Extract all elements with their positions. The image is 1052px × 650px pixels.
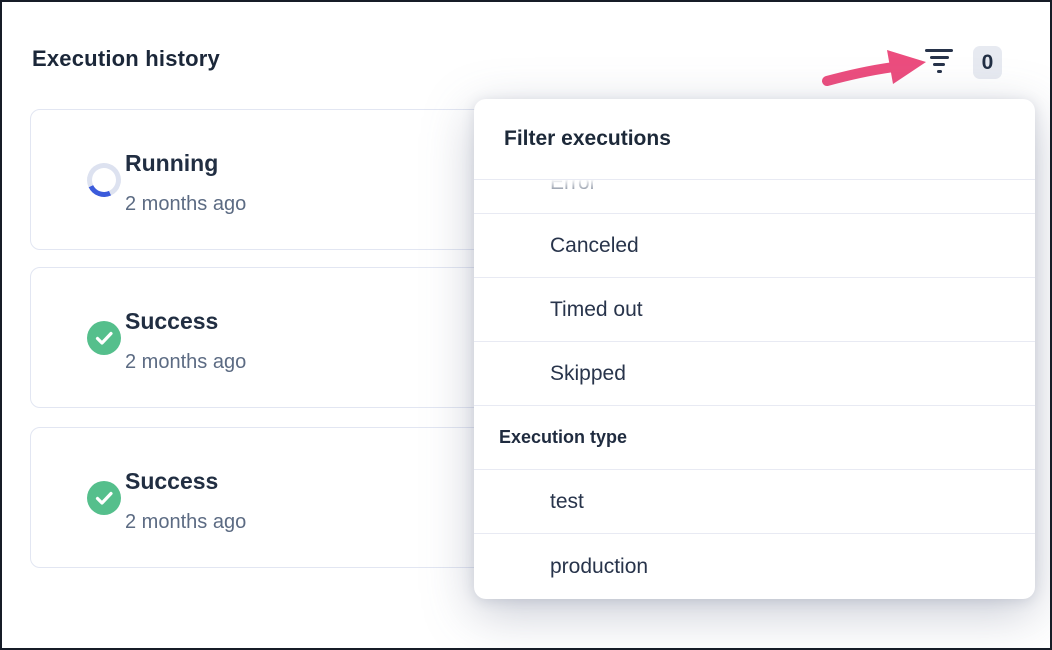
execution-time: 2 months ago xyxy=(125,511,247,533)
filter-menu-title: Filter executions xyxy=(474,99,1035,180)
check-circle-icon xyxy=(87,481,121,515)
filter-lines-icon xyxy=(925,49,953,52)
menu-item-error[interactable]: Error xyxy=(474,180,1035,214)
filter-button[interactable] xyxy=(922,45,956,77)
section-execution-type: Execution type xyxy=(474,406,1035,470)
menu-item-canceled[interactable]: Canceled xyxy=(474,214,1035,278)
filter-menu: Filter executions Error Canceled Timed o… xyxy=(474,99,1035,599)
page-title: Execution history xyxy=(32,46,220,71)
filter-count-badge: 0 xyxy=(973,46,1002,79)
execution-status: Success xyxy=(125,308,219,334)
execution-status: Success xyxy=(125,468,219,494)
menu-item-production[interactable]: production xyxy=(550,555,649,578)
menu-item-skipped[interactable]: Skipped xyxy=(474,342,1035,406)
menu-item-test[interactable]: test xyxy=(474,470,1035,534)
execution-time: 2 months ago xyxy=(125,193,247,215)
execution-status: Running xyxy=(125,150,219,176)
filter-menu-list: Error Canceled Timed out Skipped Executi… xyxy=(474,180,1035,599)
spinner-icon xyxy=(82,158,126,202)
check-circle-icon xyxy=(87,321,121,355)
menu-item-timed-out[interactable]: Timed out xyxy=(474,278,1035,342)
execution-time: 2 months ago xyxy=(125,351,247,373)
annotation-arrow-icon xyxy=(822,50,926,86)
